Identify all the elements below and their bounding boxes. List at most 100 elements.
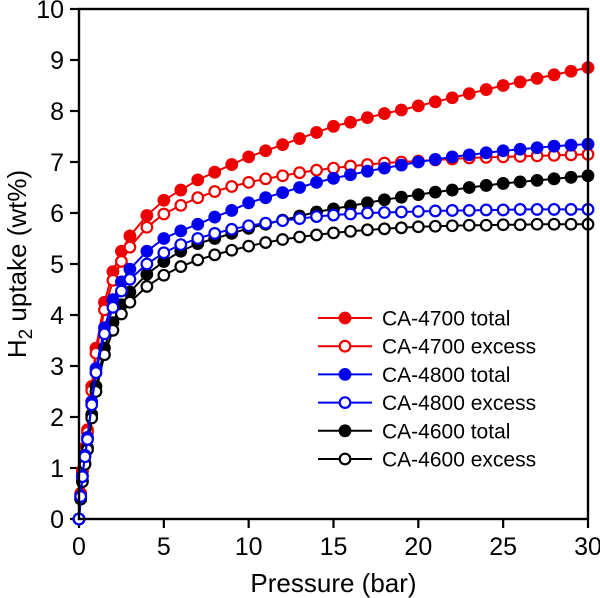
data-point-marker bbox=[157, 246, 171, 260]
data-point-marker bbox=[547, 217, 561, 231]
data-point-marker bbox=[513, 75, 527, 89]
data-point-marker bbox=[157, 268, 171, 282]
data-point-marker bbox=[479, 218, 493, 232]
data-point-marker bbox=[344, 207, 357, 221]
data-point-marker bbox=[361, 206, 374, 220]
x-tick-label: 15 bbox=[320, 533, 348, 561]
y-tick-label: 8 bbox=[50, 98, 64, 126]
data-point-marker bbox=[157, 232, 171, 245]
data-point-marker bbox=[378, 193, 391, 207]
data-point-marker bbox=[89, 366, 103, 380]
data-point-marker bbox=[394, 221, 408, 235]
data-point-marker bbox=[259, 191, 273, 205]
data-point-marker bbox=[310, 176, 323, 189]
data-point-marker bbox=[140, 257, 154, 271]
data-point-marker bbox=[157, 207, 171, 221]
y-axis-label: H2 uptake (wt%) bbox=[2, 170, 37, 358]
data-point-marker bbox=[85, 411, 99, 425]
data-point-marker bbox=[445, 183, 459, 197]
data-point-marker bbox=[445, 150, 459, 164]
x-tick-label: 10 bbox=[235, 533, 263, 561]
data-point-marker bbox=[428, 219, 442, 233]
data-point-marker bbox=[157, 193, 171, 207]
data-point-marker bbox=[479, 146, 493, 160]
y-tick-label: 2 bbox=[50, 404, 64, 432]
data-point-marker bbox=[394, 205, 408, 219]
data-point-marker bbox=[361, 223, 374, 237]
data-point-marker bbox=[327, 226, 340, 240]
data-point-marker bbox=[191, 173, 205, 187]
data-point-marker bbox=[496, 203, 510, 217]
data-point-marker bbox=[394, 158, 408, 172]
data-point-marker bbox=[293, 212, 306, 226]
data-point-marker bbox=[344, 115, 357, 129]
data-point-marker bbox=[327, 208, 340, 222]
data-point-marker bbox=[106, 300, 120, 314]
data-point-marker bbox=[310, 228, 323, 242]
data-point-marker bbox=[411, 220, 425, 234]
data-point-marker bbox=[174, 260, 188, 273]
data-point-marker bbox=[411, 188, 425, 202]
data-point-marker bbox=[242, 150, 256, 164]
data-point-marker bbox=[479, 83, 493, 96]
data-point-marker bbox=[530, 203, 544, 216]
data-point-marker bbox=[564, 203, 578, 216]
data-point-marker bbox=[123, 229, 137, 243]
data-point-marker bbox=[479, 203, 493, 217]
y-tick-label: 9 bbox=[50, 47, 64, 75]
data-point-marker bbox=[276, 186, 289, 200]
legend-label: CA-4700 total bbox=[382, 308, 510, 331]
data-point-marker bbox=[225, 222, 239, 236]
data-point-marker bbox=[338, 452, 352, 466]
y-tick-label: 3 bbox=[50, 353, 64, 381]
data-point-marker bbox=[462, 218, 476, 232]
data-point-marker bbox=[276, 169, 290, 183]
data-point-marker bbox=[174, 198, 188, 212]
data-point-marker bbox=[140, 220, 154, 234]
data-point-marker bbox=[428, 95, 442, 109]
data-point-marker bbox=[310, 210, 323, 223]
data-point-marker bbox=[428, 153, 442, 166]
data-point-marker bbox=[428, 204, 442, 218]
data-point-marker bbox=[276, 138, 289, 152]
data-point-marker bbox=[378, 222, 391, 236]
data-point-marker bbox=[428, 185, 442, 199]
data-point-marker bbox=[513, 218, 527, 232]
data-point-marker bbox=[293, 181, 306, 194]
data-point-marker bbox=[310, 163, 323, 177]
data-point-marker bbox=[479, 179, 493, 192]
data-point-marker bbox=[242, 175, 256, 189]
y-tick-label: 0 bbox=[50, 506, 64, 534]
data-point-marker bbox=[378, 107, 391, 120]
legend-label: CA-4800 excess bbox=[382, 392, 536, 415]
y-tick-label: 7 bbox=[50, 149, 64, 177]
axis-ticks: 0 5 10 15 20 25 30 0 1 2 3 4 5 6 7 8 9 10 bbox=[36, 0, 600, 561]
x-tick-label: 25 bbox=[489, 533, 517, 561]
data-point-marker bbox=[564, 170, 578, 184]
data-point-marker bbox=[140, 280, 154, 293]
data-point-marker bbox=[462, 148, 476, 162]
data-point-marker bbox=[174, 183, 188, 197]
data-point-marker bbox=[123, 272, 137, 286]
data-point-marker bbox=[74, 490, 88, 503]
data-point-marker bbox=[123, 295, 137, 309]
data-point-marker bbox=[293, 230, 306, 244]
data-point-marker bbox=[530, 71, 544, 85]
data-point-marker bbox=[115, 284, 128, 298]
data-point-marker bbox=[140, 267, 154, 281]
x-tick-label: 5 bbox=[157, 533, 171, 561]
data-point-marker bbox=[242, 239, 256, 253]
data-point-marker bbox=[85, 398, 99, 412]
data-point-marker bbox=[140, 209, 154, 222]
data-point-marker bbox=[225, 180, 239, 193]
data-point-marker bbox=[361, 196, 374, 210]
x-axis-label: Pressure (bar) bbox=[250, 568, 416, 598]
data-point-marker bbox=[547, 172, 561, 186]
data-point-marker bbox=[191, 253, 205, 267]
data-point-marker bbox=[225, 158, 239, 171]
legend-entry-ca-4600-total: CA-4600 total bbox=[318, 420, 510, 443]
data-point-marker bbox=[530, 217, 544, 231]
data-point-marker bbox=[225, 204, 239, 217]
x-tick-label: 0 bbox=[72, 533, 86, 561]
data-point-marker bbox=[338, 311, 352, 325]
